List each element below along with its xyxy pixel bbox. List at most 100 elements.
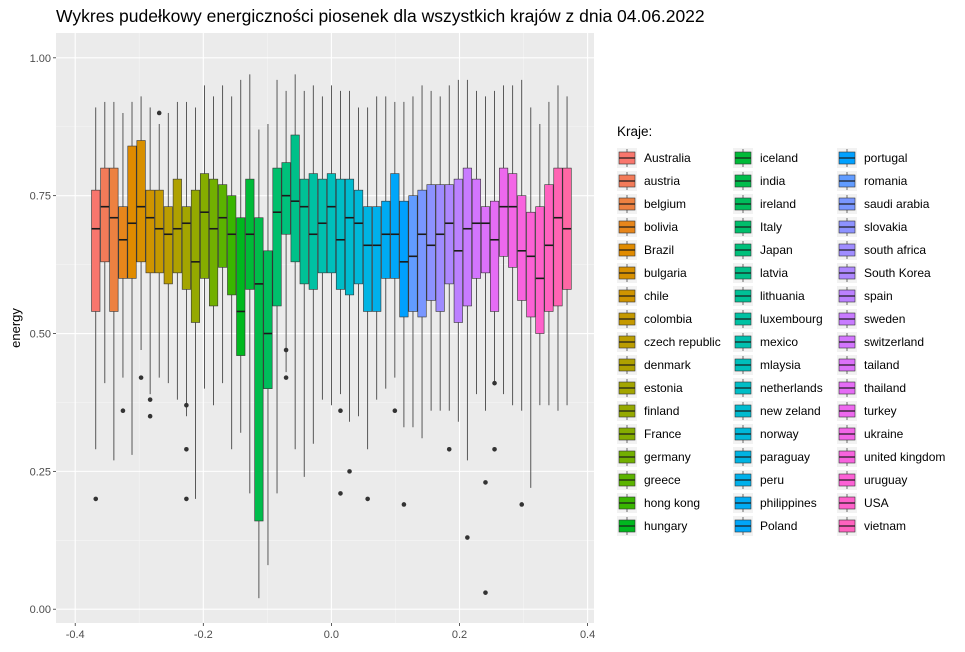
legend-label: czech republic bbox=[644, 335, 721, 349]
box-body bbox=[390, 173, 400, 279]
box-body bbox=[218, 184, 228, 268]
legend-item: thailand bbox=[837, 378, 906, 398]
box-body bbox=[236, 217, 246, 356]
box-body bbox=[181, 206, 191, 290]
x-axis: -0.4 -0.2 0.0 0.2 0.4 bbox=[66, 623, 595, 641]
legend-label: bolivia bbox=[644, 220, 678, 234]
box-body bbox=[263, 250, 273, 389]
legend-item: bulgaria bbox=[617, 263, 687, 283]
legend-label: romania bbox=[864, 174, 908, 188]
y-axis-title: energy bbox=[8, 308, 23, 348]
box-south-africa bbox=[435, 96, 445, 411]
box-body bbox=[490, 200, 500, 312]
outlier-point bbox=[347, 469, 352, 474]
legend-item: turkey bbox=[837, 401, 897, 421]
legend-item: luxembourg bbox=[733, 309, 823, 329]
outlier-point bbox=[120, 408, 126, 414]
box-usa bbox=[535, 123, 545, 406]
outlier-point bbox=[492, 380, 497, 386]
legend-item: France bbox=[617, 424, 682, 444]
box-greece bbox=[218, 85, 228, 384]
legend-label: Japan bbox=[760, 243, 793, 257]
legend-label: netherlands bbox=[760, 381, 823, 395]
outlier-point bbox=[184, 496, 189, 502]
legend-label: iceland bbox=[760, 151, 798, 165]
box-south-korea bbox=[444, 85, 454, 452]
box-saudi-arabia bbox=[417, 85, 427, 439]
legend-item: tailand bbox=[837, 355, 899, 375]
legend-item: mlaysia bbox=[733, 355, 801, 375]
box-body bbox=[317, 178, 327, 274]
legend-label: Brazil bbox=[644, 243, 674, 257]
legend-label: united kingdom bbox=[864, 450, 945, 464]
y-tick-label: 0.00 bbox=[30, 604, 51, 616]
legend-label: France bbox=[644, 427, 682, 441]
box-body bbox=[145, 189, 155, 274]
legend-item: Brazil bbox=[617, 240, 674, 260]
box-norway bbox=[354, 107, 364, 417]
box-chile bbox=[145, 107, 155, 419]
box-body bbox=[471, 178, 481, 279]
legend-item: hungary bbox=[617, 516, 687, 536]
box-body bbox=[553, 167, 563, 307]
legend-item: norway bbox=[733, 424, 799, 444]
outlier-point bbox=[338, 491, 343, 496]
box-japan bbox=[281, 90, 291, 380]
box-colombia bbox=[154, 110, 164, 378]
outlier-point bbox=[365, 496, 370, 502]
legend-item: belgium bbox=[617, 194, 686, 214]
box-spain bbox=[453, 79, 463, 422]
legend-item: finland bbox=[617, 401, 679, 421]
legend-label: paraguay bbox=[760, 450, 810, 464]
box-india bbox=[254, 129, 264, 599]
box-bulgaria bbox=[136, 96, 146, 380]
box-body bbox=[227, 195, 237, 296]
legend-label: vietnam bbox=[864, 519, 906, 533]
box-romania bbox=[408, 96, 418, 428]
box-body bbox=[190, 189, 200, 323]
box-body bbox=[209, 178, 219, 307]
x-tick-label: -0.2 bbox=[194, 629, 213, 641]
box-brazil bbox=[127, 101, 137, 455]
legend-label: estonia bbox=[644, 381, 683, 395]
x-tick-label: -0.4 bbox=[66, 629, 85, 641]
box-body bbox=[154, 189, 164, 274]
legend-item: germany bbox=[617, 447, 691, 467]
box-thailand bbox=[490, 90, 500, 452]
y-tick-label: 0.75 bbox=[30, 191, 51, 203]
outlier-point bbox=[483, 480, 488, 485]
box-netherlands bbox=[335, 90, 345, 496]
legend-item: portugal bbox=[837, 148, 907, 168]
box-ukraine bbox=[508, 85, 518, 406]
box-sweden bbox=[462, 79, 472, 540]
legend-label: switzerland bbox=[864, 335, 924, 349]
outlier-point bbox=[446, 447, 452, 452]
box-switzerland bbox=[471, 90, 481, 395]
legend-item: Italy bbox=[733, 217, 782, 237]
box-body bbox=[535, 206, 545, 334]
legend-label: South Korea bbox=[864, 266, 931, 280]
box-body bbox=[299, 178, 309, 285]
legend-label: lithuania bbox=[760, 289, 805, 303]
box-lithuania bbox=[299, 90, 309, 477]
legend-item: slovakia bbox=[837, 217, 908, 237]
legend-label: chile bbox=[644, 289, 669, 303]
x-tick-label: 0.4 bbox=[580, 629, 595, 641]
legend-label: mlaysia bbox=[760, 358, 801, 372]
legend-label: greece bbox=[644, 473, 681, 487]
legend-item: vietnam bbox=[837, 516, 906, 536]
box-france bbox=[199, 85, 210, 389]
legend-item: netherlands bbox=[733, 378, 823, 398]
boxes-group bbox=[91, 74, 572, 599]
box-latvia bbox=[290, 74, 300, 450]
box-tailand bbox=[480, 96, 491, 595]
box-peru bbox=[372, 96, 382, 400]
legend-item: saudi arabia bbox=[837, 194, 930, 214]
legend-label: india bbox=[760, 174, 786, 188]
legend-item: philippines bbox=[733, 493, 817, 513]
outlier-point bbox=[401, 502, 407, 507]
legend-item: uruguay bbox=[837, 470, 907, 490]
box-body bbox=[344, 178, 355, 296]
legend-item: lithuania bbox=[733, 286, 805, 306]
legend-label: austria bbox=[644, 174, 680, 188]
